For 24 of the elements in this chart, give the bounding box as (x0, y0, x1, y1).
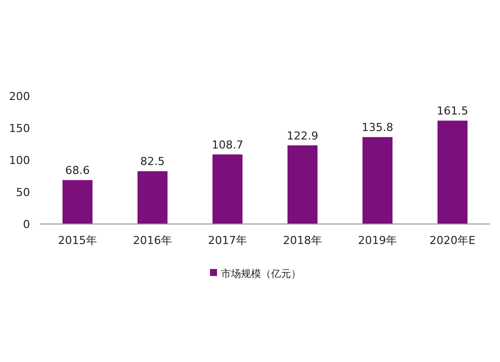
bar (138, 171, 168, 224)
data-label: 68.6 (65, 164, 90, 178)
y-tick-label: 50 (16, 186, 30, 199)
bar (362, 137, 392, 224)
x-tick-label: 2020年E (430, 234, 476, 247)
legend-label: 市场规模（亿元） (221, 268, 301, 280)
x-tick-label: 2015年 (58, 234, 97, 247)
bar (438, 120, 468, 224)
x-tick-label: 2018年 (283, 234, 322, 247)
data-label: 135.8 (362, 121, 394, 134)
x-tick-label: 2017年 (208, 234, 247, 247)
y-tick-label: 200 (9, 90, 30, 103)
data-label: 82.5 (140, 155, 165, 168)
data-label: 161.5 (436, 104, 468, 118)
y-tick-label: 0 (23, 218, 30, 231)
y-tick-label: 150 (9, 122, 30, 135)
bar (62, 180, 92, 224)
y-tick-label: 100 (9, 154, 30, 167)
data-label: 122.9 (286, 129, 318, 142)
data-label: 108.7 (212, 138, 244, 152)
x-tick-label: 2019年 (358, 234, 397, 247)
x-tick-label: 2016年 (133, 234, 172, 247)
bar (288, 145, 318, 224)
bar (212, 154, 242, 224)
